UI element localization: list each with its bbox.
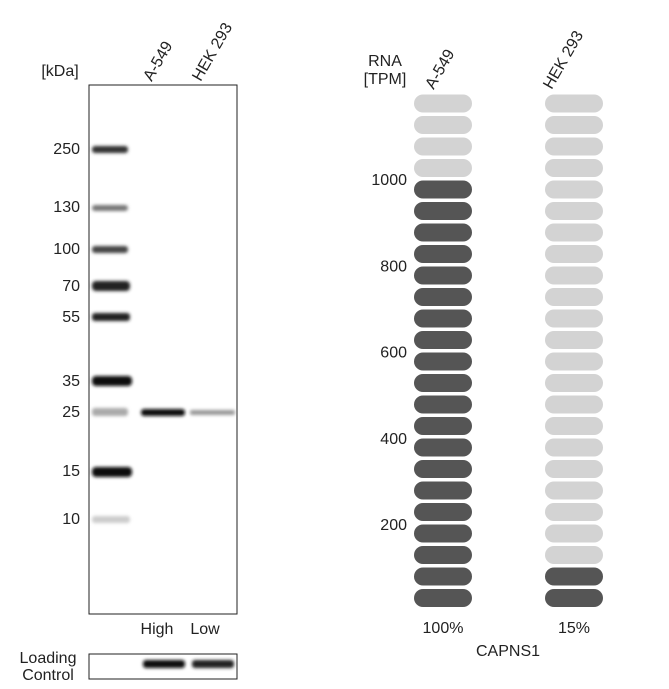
pill-empty xyxy=(545,524,603,543)
pill-filled xyxy=(414,546,472,564)
pill-filled xyxy=(414,503,472,521)
marker-label: 15 xyxy=(62,463,80,480)
pill-empty xyxy=(414,94,472,113)
percent-label: 15% xyxy=(558,620,590,637)
pill-empty xyxy=(545,331,603,349)
marker-label: 35 xyxy=(62,373,80,390)
pill-filled xyxy=(414,180,472,199)
pill-empty xyxy=(414,116,472,134)
pill-empty xyxy=(545,94,603,113)
y-tick-label: 1000 xyxy=(371,172,407,189)
pill-empty xyxy=(545,245,603,263)
pill-filled xyxy=(414,438,472,457)
marker-label: 130 xyxy=(53,199,80,216)
pill-empty xyxy=(545,417,603,435)
pill-empty xyxy=(545,438,603,457)
lane-label: HEK 293 xyxy=(189,20,236,84)
pill-filled xyxy=(414,331,472,349)
loading-label: Control xyxy=(22,667,74,684)
pill-empty xyxy=(545,116,603,134)
rna-axis-label: [TPM] xyxy=(364,71,407,88)
rna-axis-label: RNA xyxy=(368,53,402,70)
pill-empty xyxy=(545,503,603,521)
pill-empty xyxy=(414,137,472,156)
y-tick-label: 200 xyxy=(380,517,407,534)
pill-filled xyxy=(414,460,472,478)
pill-empty xyxy=(545,223,603,242)
lane-level: High xyxy=(141,621,174,638)
marker-label: 10 xyxy=(62,511,80,528)
loading-label: Loading xyxy=(20,650,77,667)
rna-lane-label: A-549 xyxy=(422,47,458,93)
pill-filled xyxy=(414,567,472,586)
blot-frame xyxy=(88,84,238,615)
pill-filled xyxy=(414,524,472,543)
pill-filled xyxy=(414,202,472,220)
pill-filled xyxy=(414,417,472,435)
pill-filled xyxy=(545,589,603,607)
pill-empty xyxy=(545,395,603,414)
pill-empty xyxy=(545,460,603,478)
y-tick-label: 400 xyxy=(380,431,407,448)
pill-empty xyxy=(545,266,603,285)
pill-filled xyxy=(414,395,472,414)
pill-filled xyxy=(545,567,603,586)
pill-empty xyxy=(414,159,472,177)
marker-label: 25 xyxy=(62,404,80,421)
y-tick-label: 600 xyxy=(380,345,407,362)
lane-label: A-549 xyxy=(140,39,176,85)
pill-filled xyxy=(414,223,472,242)
pill-empty xyxy=(545,180,603,199)
blot-bands xyxy=(92,146,235,668)
pill-filled xyxy=(414,589,472,607)
marker-label: 250 xyxy=(53,141,80,158)
loading-frame xyxy=(88,653,238,680)
marker-label: 100 xyxy=(53,241,80,258)
lane-level: Low xyxy=(190,621,220,638)
pill-empty xyxy=(545,546,603,564)
pill-empty xyxy=(545,288,603,306)
pill-empty xyxy=(545,352,603,371)
pill-empty xyxy=(545,374,603,392)
pill-empty xyxy=(545,137,603,156)
marker-label: 55 xyxy=(62,309,80,326)
pill-empty xyxy=(545,202,603,220)
pill-filled xyxy=(414,288,472,306)
gene-label: CAPNS1 xyxy=(476,643,540,660)
pill-filled xyxy=(414,352,472,371)
pill-filled xyxy=(414,309,472,328)
pill-empty xyxy=(545,309,603,328)
rna-lane-label: HEK 293 xyxy=(540,28,587,92)
unit-label: [kDa] xyxy=(41,63,78,80)
pill-filled xyxy=(414,481,472,500)
y-tick-label: 800 xyxy=(380,258,407,275)
pill-filled xyxy=(414,266,472,285)
marker-label: 70 xyxy=(62,278,80,295)
pill-empty xyxy=(545,159,603,177)
pill-empty xyxy=(545,481,603,500)
pill-filled xyxy=(414,374,472,392)
percent-label: 100% xyxy=(423,620,464,637)
pill-filled xyxy=(414,245,472,263)
